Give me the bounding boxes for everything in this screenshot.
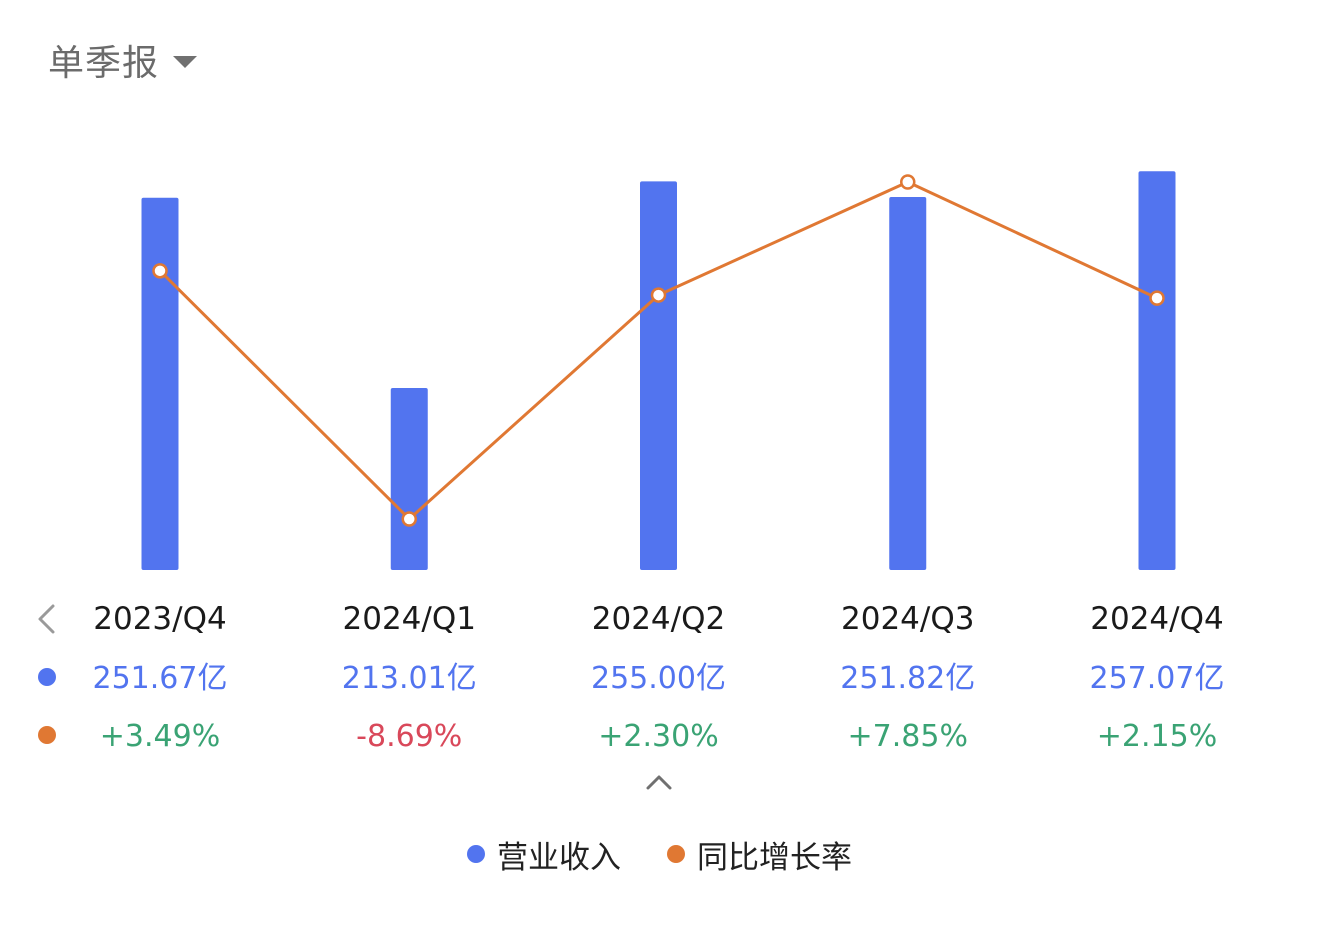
chevron-left-icon[interactable] — [38, 604, 55, 634]
period-label: 单季报 — [48, 43, 160, 84]
nav-layer — [38, 604, 672, 790]
revenue-row-dot — [38, 668, 56, 686]
growth-point[interactable] — [401, 511, 417, 527]
caret-down-icon — [173, 56, 198, 68]
growth-value-label: +2.15% — [1097, 719, 1217, 754]
category-label: 2024/Q4 — [1090, 601, 1223, 637]
legend-item-revenue[interactable]: 营业收入 — [467, 832, 621, 877]
legend-label-revenue: 营业收入 — [497, 839, 621, 876]
revenue-value-label: 255.00亿 — [591, 661, 726, 696]
labels-layer: 2023/Q4 251.67亿 +3.49% 2024/Q1 213.01亿 -8.69%… — [38, 601, 1224, 754]
revenue-value-label: 251.82亿 — [840, 661, 975, 696]
revenue-value-label: 213.01亿 — [342, 661, 477, 696]
revenue-bar[interactable] — [640, 181, 677, 570]
revenue-bar[interactable] — [1138, 171, 1176, 570]
revenue-value-label: 251.67亿 — [93, 661, 228, 696]
legend-dot-revenue — [467, 845, 485, 863]
legend-item-growth[interactable]: 同比增长率 — [667, 832, 852, 877]
chevron-up-icon[interactable] — [646, 775, 672, 790]
growth-point[interactable] — [1149, 290, 1165, 306]
growth-point[interactable] — [152, 263, 168, 279]
category-label: 2024/Q3 — [841, 601, 974, 637]
growth-value-label: +7.85% — [848, 719, 968, 754]
category-label: 2024/Q1 — [343, 601, 476, 637]
legend: 营业收入 同比增长率 — [0, 832, 1319, 876]
revenue-value-label: 257.07亿 — [1090, 661, 1225, 696]
legend-dot-growth — [667, 845, 685, 863]
category-label: 2024/Q2 — [592, 601, 725, 637]
legend-label-growth: 同比增长率 — [697, 839, 852, 876]
revenue-bar[interactable] — [390, 387, 428, 570]
revenue-bar[interactable] — [889, 197, 927, 570]
growth-value-label: -8.69% — [356, 719, 462, 754]
growth-point[interactable] — [650, 287, 667, 303]
category-label: 2023/Q4 — [93, 601, 226, 637]
bars-layer — [141, 171, 1176, 570]
period-selector[interactable]: 单季报 — [48, 36, 198, 84]
growth-value-label: +2.30% — [598, 719, 718, 754]
revenue-bar[interactable] — [141, 197, 179, 570]
growth-points-layer — [152, 174, 1165, 527]
growth-value-label: +3.49% — [100, 719, 220, 754]
growth-row-dot — [38, 726, 56, 744]
growth-point[interactable] — [900, 174, 916, 190]
